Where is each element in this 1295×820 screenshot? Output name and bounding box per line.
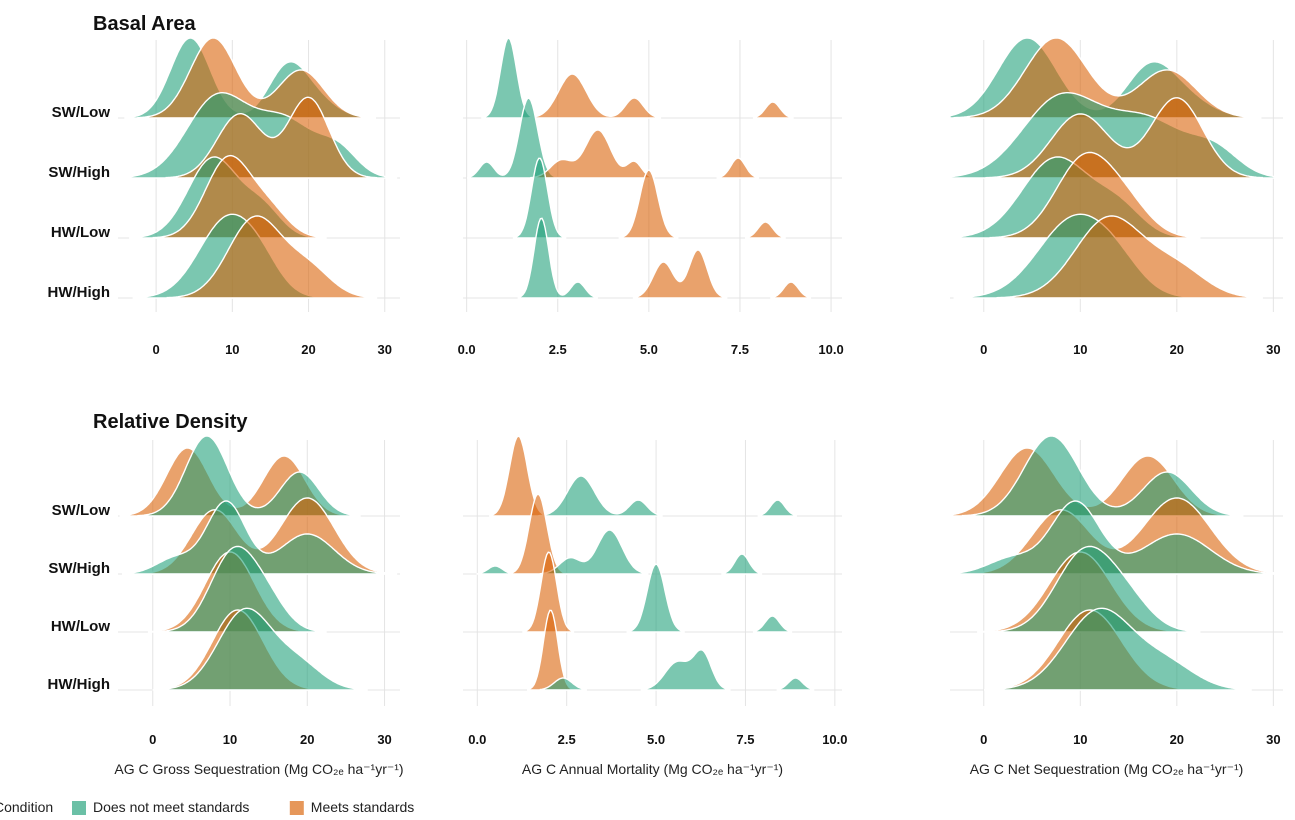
ridge-not-meet-sw-low xyxy=(961,435,1244,517)
category-label: HW/High xyxy=(48,676,110,693)
ridge-meet-hw-high xyxy=(996,215,1263,299)
x-tick-label: 30 xyxy=(378,342,392,357)
panel-relative-density-net: 0 10 20 30 AG C Net Sequestration (Mg CO₂ₑ h… xyxy=(949,435,1284,777)
section-title: Basal Area xyxy=(93,13,197,35)
ridge-meet-hw-low xyxy=(522,551,575,633)
ridge-not-meet-hw-high xyxy=(986,607,1252,691)
category-label: HW/Low xyxy=(51,618,110,635)
x-tick-label: 10 xyxy=(1073,732,1087,747)
panel-basal-area-net: 0 10 20 30 xyxy=(949,37,1284,357)
legend: Condition Does not meet standards Meets st… xyxy=(0,799,414,815)
ridge-not-meet-hw-low xyxy=(157,545,327,633)
x-tick-label: 30 xyxy=(1266,342,1280,357)
x-tick-label: 10 xyxy=(223,732,237,747)
section-title: Relative Density xyxy=(93,411,248,433)
legend-label-not-meet: Does not meet standards xyxy=(93,799,249,815)
legend-label-meet: Meets standards xyxy=(311,799,415,815)
x-tick-label: 10.0 xyxy=(822,732,847,747)
ridge-meet-hw-low xyxy=(152,154,327,239)
category-label: SW/Low xyxy=(52,104,111,121)
x-tick-label: 20 xyxy=(1170,342,1184,357)
ridge-meet-sw-low xyxy=(137,37,374,119)
ridge-not-meet-sw-high xyxy=(467,97,559,179)
x-axis-title: AG C Net Sequestration (Mg CO₂ₑ ha⁻¹yr⁻¹… xyxy=(970,761,1244,777)
x-tick-label: 0 xyxy=(152,342,159,357)
ridge-not-meet-hw-high xyxy=(517,217,598,299)
ridge-meet-hw-low xyxy=(618,169,786,239)
x-tick-label: 20 xyxy=(300,732,314,747)
ridge-meet-sw-low xyxy=(528,73,794,119)
ridge-not-meet-sw-high xyxy=(949,500,1283,575)
category-label: SW/Low xyxy=(52,502,111,519)
legend-swatch-meet xyxy=(289,801,304,815)
ridge-meet-hw-high xyxy=(632,249,812,299)
x-tick-label: 0.0 xyxy=(458,342,476,357)
x-tick-label: 0 xyxy=(980,732,987,747)
x-tick-label: 10 xyxy=(1073,342,1087,357)
ridge-not-meet-sw-low xyxy=(137,435,361,517)
ridge-meet-sw-low xyxy=(953,37,1259,119)
x-tick-label: 5.0 xyxy=(647,732,665,747)
ridge-meet-hw-low xyxy=(989,151,1201,239)
ridge-not-meet-sw-low xyxy=(538,475,797,517)
ridge-not-meet-sw-high xyxy=(122,500,392,575)
x-tick-label: 20 xyxy=(1170,732,1184,747)
ridge-not-meet-sw-high xyxy=(476,529,763,575)
x-tick-label: 2.5 xyxy=(549,342,567,357)
ridge-not-meet-hw-low xyxy=(512,157,567,239)
category-label: HW/Low xyxy=(51,224,110,241)
x-tick-label: 0 xyxy=(980,342,987,357)
ridge-not-meet-hw-high xyxy=(156,607,368,691)
x-axis-title: AG C Annual Mortality (Mg CO₂ₑ ha⁻¹yr⁻¹) xyxy=(522,761,783,777)
panel-relative-density-mortality: 0.0 2.5 5.0 7.5 10.0 AG C Annual Mortality (M… xyxy=(463,435,848,777)
x-tick-label: 0.0 xyxy=(468,732,486,747)
category-label: SW/High xyxy=(48,560,110,577)
x-tick-label: 30 xyxy=(1266,732,1280,747)
legend-title: Condition xyxy=(0,799,53,815)
category-label: HW/High xyxy=(48,284,110,301)
x-tick-label: 10 xyxy=(225,342,239,357)
category-label: SW/High xyxy=(48,164,110,181)
x-tick-label: 5.0 xyxy=(640,342,658,357)
x-tick-label: 7.5 xyxy=(736,732,754,747)
x-tick-label: 30 xyxy=(377,732,391,747)
x-tick-label: 20 xyxy=(301,342,315,357)
x-tick-label: 0 xyxy=(149,732,156,747)
ridge-meet-hw-high xyxy=(166,215,378,299)
x-axis-title: AG C Gross Sequestration (Mg CO₂ₑ ha⁻¹yr… xyxy=(114,761,403,777)
ridge-not-meet-hw-high xyxy=(539,649,815,691)
ridge-not-meet-hw-low xyxy=(626,563,793,633)
panel-relative-density-gross: SW/Low SW/High HW/Low HW/High 0 10 20 30 Relativ… xyxy=(48,411,404,777)
panel-basal-area-gross: SW/Low SW/High HW/Low HW/High 0 10 20 30 Basal A… xyxy=(48,13,400,357)
x-tick-label: 10.0 xyxy=(818,342,843,357)
legend-swatch-not-meet xyxy=(72,801,86,815)
ridge-meet-sw-high xyxy=(530,129,759,179)
x-tick-label: 2.5 xyxy=(558,732,576,747)
ridge-not-meet-hw-low xyxy=(989,545,1201,633)
panel-basal-area-mortality: 0.0 2.5 5.0 7.5 10.0 xyxy=(458,37,844,357)
x-tick-label: 7.5 xyxy=(731,342,749,357)
